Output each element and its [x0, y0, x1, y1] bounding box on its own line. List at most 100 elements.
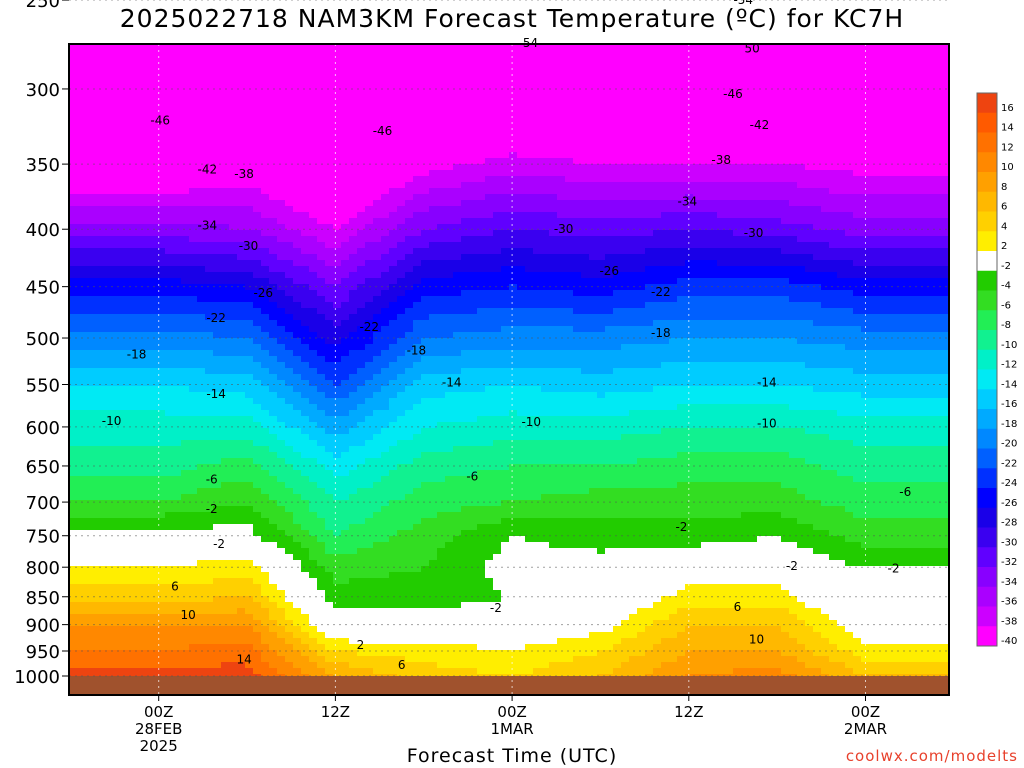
- temp-cell: [405, 584, 414, 591]
- temp-cell: [269, 590, 278, 597]
- temp-cell: [125, 470, 134, 477]
- temp-cell: [357, 638, 366, 645]
- temp-cell: [405, 506, 414, 513]
- temp-cell: [125, 332, 134, 339]
- temp-cell: [237, 200, 246, 207]
- temp-cell: [413, 110, 422, 117]
- temp-cell: [69, 44, 78, 51]
- temp-cell: [173, 122, 182, 129]
- temp-cell: [149, 458, 158, 465]
- temp-cell: [245, 236, 254, 243]
- temp-cell: [189, 152, 198, 159]
- temp-cell: [357, 572, 366, 579]
- temp-cell: [317, 560, 326, 567]
- temp-cell: [253, 200, 262, 207]
- temp-cell: [261, 44, 270, 51]
- temp-cell: [445, 56, 454, 63]
- temp-cell: [429, 284, 438, 291]
- temp-cell: [333, 104, 342, 111]
- temp-cell: [205, 638, 214, 645]
- temp-cell: [301, 512, 310, 519]
- temp-cell: [357, 530, 366, 537]
- temp-cell: [109, 134, 118, 141]
- temp-cell: [229, 530, 238, 537]
- temp-cell: [181, 560, 190, 567]
- temp-cell: [413, 200, 422, 207]
- temp-cell: [357, 50, 366, 57]
- temp-cell: [341, 104, 350, 111]
- temp-cell: [141, 512, 150, 519]
- temp-cell: [173, 50, 182, 57]
- temp-cell: [221, 404, 230, 411]
- temp-cell: [141, 380, 150, 387]
- temp-cell: [245, 194, 254, 201]
- temp-cell: [405, 308, 414, 315]
- temp-cell: [301, 260, 310, 267]
- temp-cell: [237, 536, 246, 543]
- temp-cell: [269, 320, 278, 327]
- temp-cell: [373, 158, 382, 165]
- temp-cell: [181, 632, 190, 639]
- temp-cell: [165, 290, 174, 297]
- temp-cell: [213, 254, 222, 261]
- temp-cell: [85, 116, 94, 123]
- temp-cell: [165, 542, 174, 549]
- temp-cell: [189, 524, 198, 531]
- temp-cell: [405, 242, 414, 249]
- temp-cell: [301, 146, 310, 153]
- temp-cell: [125, 266, 134, 273]
- temp-cell: [237, 56, 246, 63]
- temp-cell: [373, 224, 382, 231]
- temp-cell: [101, 548, 110, 555]
- temp-cell: [181, 554, 190, 561]
- temp-cell: [133, 272, 142, 279]
- temp-cell: [229, 56, 238, 63]
- temp-cell: [373, 362, 382, 369]
- temp-cell: [365, 416, 374, 423]
- temp-cell: [149, 134, 158, 141]
- temp-cell: [341, 578, 350, 585]
- temp-cell: [333, 476, 342, 483]
- temp-cell: [205, 146, 214, 153]
- temp-cell: [117, 446, 126, 453]
- temp-cell: [77, 530, 86, 537]
- temp-cell: [365, 44, 374, 51]
- temp-cell: [181, 662, 190, 669]
- temp-cell: [317, 392, 326, 399]
- temp-cell: [429, 542, 438, 549]
- temp-cell: [253, 140, 262, 147]
- temp-cell: [181, 302, 190, 309]
- temp-cell: [109, 266, 118, 273]
- temp-cell: [197, 608, 206, 615]
- temp-cell: [349, 566, 358, 573]
- temp-cell: [381, 488, 390, 495]
- temp-cell: [229, 620, 238, 627]
- temp-cell: [221, 290, 230, 297]
- temp-cell: [389, 386, 398, 393]
- temp-cell: [397, 578, 406, 585]
- temp-cell: [109, 332, 118, 339]
- temp-cell: [69, 254, 78, 261]
- temp-cell: [189, 644, 198, 651]
- temp-cell: [237, 212, 246, 219]
- temp-cell: [357, 92, 366, 99]
- temp-cell: [333, 362, 342, 369]
- temp-cell: [213, 422, 222, 429]
- temp-cell: [181, 284, 190, 291]
- temp-cell: [117, 356, 126, 363]
- temp-cell: [245, 188, 254, 195]
- temp-cell: [389, 248, 398, 255]
- temp-cell: [205, 242, 214, 249]
- temp-cell: [293, 620, 302, 627]
- temp-cell: [117, 332, 126, 339]
- temp-cell: [69, 296, 78, 303]
- temp-cell: [253, 98, 262, 105]
- temp-cell: [237, 404, 246, 411]
- temp-cell: [277, 590, 286, 597]
- temp-cell: [181, 272, 190, 279]
- temp-cell: [333, 530, 342, 537]
- temp-cell: [77, 314, 86, 321]
- temp-cell: [285, 536, 294, 543]
- temp-cell: [389, 170, 398, 177]
- temp-cell: [301, 158, 310, 165]
